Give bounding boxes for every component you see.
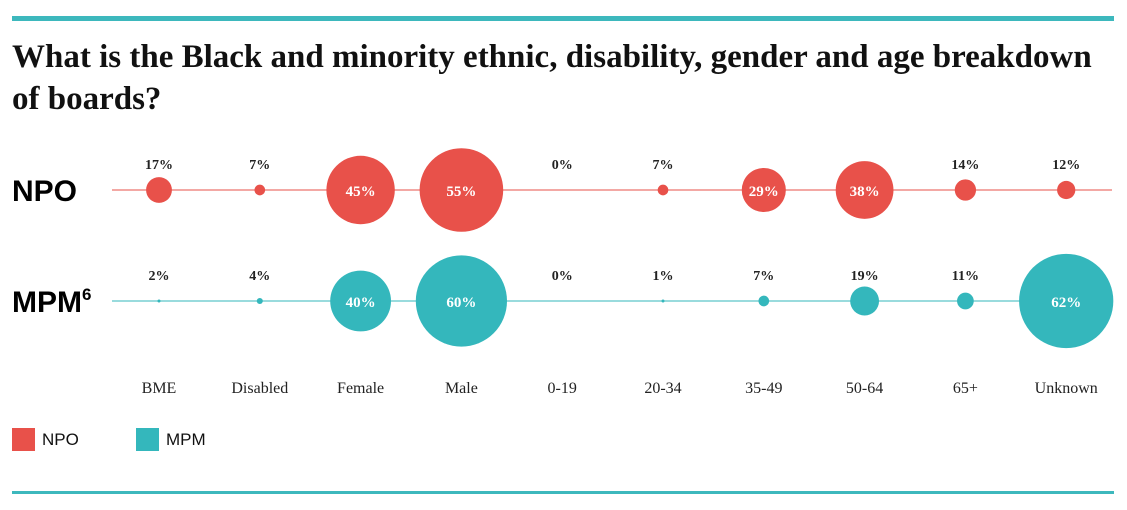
data-label: 40% bbox=[346, 295, 376, 311]
series-label-mpm: MPM6 bbox=[12, 285, 91, 319]
bubble-npo-bme bbox=[146, 177, 172, 203]
category-label: Male bbox=[445, 380, 478, 397]
legend-swatch-npo bbox=[12, 428, 35, 451]
top-rule bbox=[12, 16, 1114, 21]
category-label: 65+ bbox=[953, 380, 978, 397]
bubble-npo-female bbox=[326, 155, 395, 225]
chart-title: What is the Black and minority ethnic, d… bbox=[12, 39, 1092, 117]
bubble-mpm-bme bbox=[157, 299, 161, 303]
bubble-mpm-20-34 bbox=[661, 299, 665, 303]
bubble-mpm-35-49 bbox=[758, 295, 770, 307]
data-label: 60% bbox=[446, 295, 476, 311]
bubble-mpm-female bbox=[330, 270, 391, 332]
data-label: 12% bbox=[1052, 158, 1080, 173]
bubble-mpm-male bbox=[415, 255, 507, 347]
data-label: 19% bbox=[851, 269, 879, 284]
bubble-mpm-disabled bbox=[256, 297, 263, 305]
bubble-npo-male bbox=[419, 148, 504, 232]
category-label: 20-34 bbox=[644, 380, 681, 397]
category-label: 50-64 bbox=[846, 380, 883, 397]
data-label: 38% bbox=[850, 184, 880, 200]
bubble-mpm-unknown bbox=[1019, 253, 1114, 349]
legend-swatch-mpm bbox=[136, 428, 159, 451]
legend-npo: NPO bbox=[12, 428, 79, 451]
data-label: 29% bbox=[749, 184, 779, 200]
bubble-npo-65+ bbox=[954, 179, 977, 201]
data-label: 2% bbox=[149, 269, 170, 284]
category-label: 0-19 bbox=[548, 380, 577, 397]
data-label: 0% bbox=[552, 158, 573, 173]
series-label-npo: NPO bbox=[12, 175, 77, 208]
bubble-npo-50-64 bbox=[835, 161, 894, 219]
data-label: 7% bbox=[249, 158, 270, 173]
bottom-rule bbox=[12, 491, 1114, 494]
bubble-mpm-50-64 bbox=[850, 286, 880, 316]
legend-label-mpm: MPM bbox=[166, 429, 206, 449]
data-label: 55% bbox=[446, 184, 476, 200]
bubble-npo-20-34 bbox=[657, 184, 669, 196]
bubble-npo-35-49 bbox=[741, 167, 786, 213]
category-label: 35-49 bbox=[745, 380, 782, 397]
category-label: Female bbox=[337, 380, 384, 397]
data-label: 17% bbox=[145, 158, 173, 173]
data-label: 11% bbox=[952, 269, 979, 284]
legend-label-npo: NPO bbox=[42, 429, 79, 449]
bubble-npo-disabled bbox=[254, 184, 266, 196]
data-label: 1% bbox=[653, 269, 674, 284]
data-label: 62% bbox=[1051, 295, 1081, 311]
bubble-npo-unknown bbox=[1057, 180, 1076, 200]
legend-mpm: MPM bbox=[136, 428, 206, 451]
data-label: 4% bbox=[249, 269, 270, 284]
data-label: 45% bbox=[346, 184, 376, 200]
data-label: 7% bbox=[753, 269, 774, 284]
data-label: 0% bbox=[552, 269, 573, 284]
category-label: BME bbox=[142, 380, 177, 397]
bubble-mpm-65+ bbox=[957, 292, 974, 310]
data-label: 7% bbox=[653, 158, 674, 173]
category-label: Disabled bbox=[231, 380, 288, 397]
data-label: 14% bbox=[951, 158, 979, 173]
category-label: Unknown bbox=[1035, 380, 1098, 397]
